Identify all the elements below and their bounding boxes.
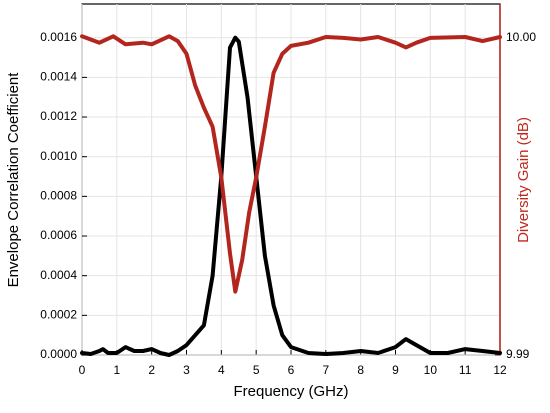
y-tick-label: 0.0014 xyxy=(40,70,77,84)
y-tick-label: 0.0002 xyxy=(40,308,77,322)
x-tick-label: 0 xyxy=(79,363,86,377)
x-tick-label: 6 xyxy=(288,363,295,377)
y2-tick-label: 9.99 xyxy=(506,347,530,361)
y-axis-label: Envelope Correlation Coefficient xyxy=(5,72,22,288)
y-tick-label: 0.0016 xyxy=(40,30,77,44)
x-tick-label: 4 xyxy=(218,363,225,377)
x-tick-label: 7 xyxy=(322,363,329,377)
x-tick-label: 1 xyxy=(113,363,120,377)
x-tick-label: 2 xyxy=(148,363,155,377)
x-tick-label: 11 xyxy=(459,363,472,377)
x-tick-label: 12 xyxy=(493,363,507,377)
x-tick-label: 9 xyxy=(392,363,399,377)
y-tick-label: 0.0006 xyxy=(40,228,77,242)
series-line xyxy=(80,34,502,294)
x-tick-label: 10 xyxy=(424,363,438,377)
x-tick-label: 5 xyxy=(253,363,260,377)
y-tick-label: 0.0012 xyxy=(40,109,77,123)
y-tick-label: 0.0008 xyxy=(40,189,77,203)
y-tick-label: 0.0004 xyxy=(40,268,77,282)
x-tick-label: 3 xyxy=(183,363,190,377)
series-line xyxy=(80,35,502,357)
x-tick-label: 8 xyxy=(357,363,364,377)
y-tick-label: 0.0000 xyxy=(40,347,77,361)
y2-tick-label: 10.00 xyxy=(506,30,536,44)
y-tick-label: 0.0010 xyxy=(40,149,77,163)
x-axis-label: Frequency (GHz) xyxy=(233,383,348,400)
y2-axis-label: Diversity Gain (dB) xyxy=(515,117,532,243)
